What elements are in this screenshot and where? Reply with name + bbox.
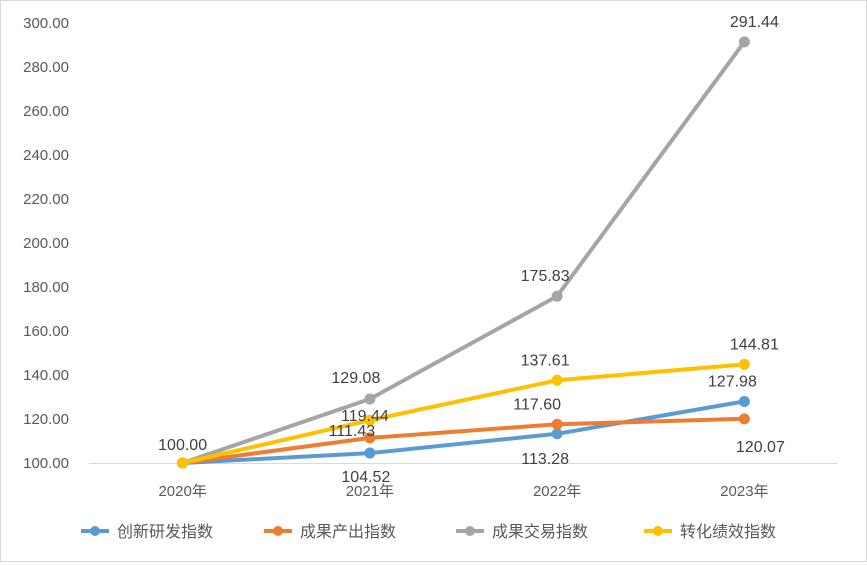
legend-label: 成果交易指数 <box>492 523 588 541</box>
legend-label: 转化绩效指数 <box>680 523 776 541</box>
data-label: 291.44 <box>730 14 779 31</box>
data-point <box>364 447 376 459</box>
data-label: 117.60 <box>513 396 561 413</box>
data-label: 119.44 <box>341 408 389 425</box>
data-point <box>177 457 189 469</box>
y-tick-label: 220.00 <box>23 191 69 208</box>
series-line <box>180 39 747 465</box>
legend-swatch-marker <box>465 526 475 536</box>
data-label: 144.81 <box>730 336 779 353</box>
data-point <box>364 414 376 426</box>
y-axis-ticks: 100.00 120.00 140.00 160.00 180.00 200.00 220.… <box>23 15 69 472</box>
legend-label: 创新研发指数 <box>117 523 213 541</box>
legend-swatch-marker <box>90 526 100 536</box>
legend-label: 成果产出指数 <box>300 523 396 541</box>
x-tick-label: 2020年 <box>158 483 206 500</box>
data-label: 137.61 <box>521 352 570 369</box>
data-point <box>364 393 376 405</box>
data-label: 100.00 <box>158 437 207 454</box>
y-tick-label: 200.00 <box>23 235 69 252</box>
data-point <box>364 432 376 444</box>
data-point <box>551 374 563 386</box>
data-point <box>738 36 750 48</box>
data-label: 104.52 <box>341 469 390 486</box>
y-tick-label: 260.00 <box>23 103 69 120</box>
y-tick-label: 180.00 <box>23 279 69 296</box>
y-tick-label: 100.00 <box>23 455 69 472</box>
x-axis-ticks: 2020年 2021年 2022年 2023年 <box>158 483 768 500</box>
data-point <box>738 413 750 425</box>
data-labels: 100.00 104.52 113.28 127.98 111.43 117.60 120.… <box>158 14 785 486</box>
x-tick-label: 2023年 <box>720 483 768 500</box>
data-label: 113.28 <box>521 451 569 468</box>
legend-swatch-marker <box>273 526 283 536</box>
y-tick-label: 120.00 <box>23 411 69 428</box>
series-line <box>180 416 747 465</box>
series-lines <box>177 36 750 469</box>
x-tick-label: 2021年 <box>346 483 394 500</box>
x-tick-label: 2022年 <box>533 483 581 500</box>
legend: 创新研发指数 成果产出指数 成果交易指数 转化绩效指数 <box>81 523 776 541</box>
data-label: 129.08 <box>331 370 380 387</box>
data-label: 175.83 <box>521 268 570 285</box>
y-tick-label: 300.00 <box>23 15 69 32</box>
data-point <box>551 428 563 440</box>
data-point <box>738 395 750 407</box>
data-point <box>551 290 563 302</box>
data-point <box>738 358 750 370</box>
data-label: 127.98 <box>708 373 757 390</box>
legend-swatch-marker <box>653 526 663 536</box>
y-tick-label: 280.00 <box>23 59 69 76</box>
series-line <box>180 399 747 465</box>
series-line <box>180 362 747 465</box>
data-point <box>551 418 563 430</box>
data-label: 111.43 <box>329 423 376 440</box>
data-label: 120.07 <box>736 439 785 456</box>
y-tick-label: 240.00 <box>23 147 69 164</box>
y-tick-label: 160.00 <box>23 323 69 340</box>
y-tick-label: 140.00 <box>23 367 69 384</box>
